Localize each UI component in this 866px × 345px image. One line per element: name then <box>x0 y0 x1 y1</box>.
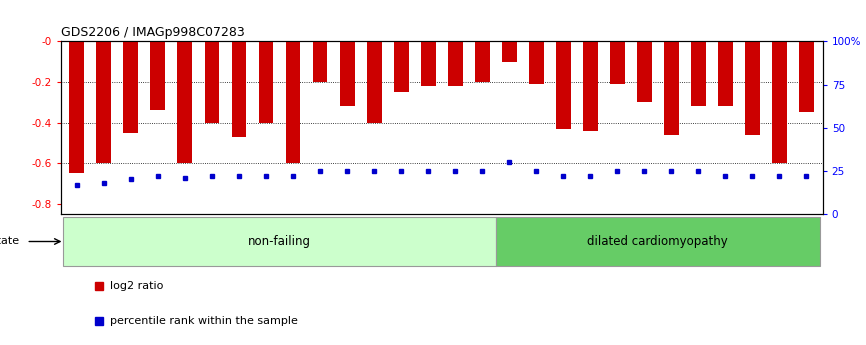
Bar <box>231 41 247 137</box>
Bar <box>718 41 733 106</box>
Bar <box>799 41 814 112</box>
Bar <box>259 41 274 122</box>
Text: GDS2206 / IMAGp998C07283: GDS2206 / IMAGp998C07283 <box>61 26 244 39</box>
Text: dilated cardiomyopathy: dilated cardiomyopathy <box>587 235 728 248</box>
Text: non-failing: non-failing <box>248 235 311 248</box>
Bar <box>366 41 382 122</box>
Bar <box>421 41 436 86</box>
Bar <box>745 41 759 135</box>
Bar <box>691 41 706 106</box>
Bar <box>63 217 495 266</box>
Bar <box>583 41 598 131</box>
Bar <box>286 41 301 163</box>
Bar <box>610 41 624 84</box>
Bar <box>501 41 517 62</box>
Bar <box>124 41 139 133</box>
Bar <box>313 41 327 82</box>
Text: disease state: disease state <box>0 237 19 246</box>
Bar <box>151 41 165 110</box>
Text: log2 ratio: log2 ratio <box>110 282 164 291</box>
Bar <box>529 41 544 84</box>
Bar <box>637 41 652 102</box>
Bar <box>556 41 571 129</box>
Bar <box>96 41 112 163</box>
Bar <box>448 41 462 86</box>
Bar <box>772 41 787 163</box>
Bar <box>394 41 409 92</box>
Bar <box>69 41 84 173</box>
Bar <box>664 41 679 135</box>
Bar <box>178 41 192 163</box>
Bar <box>339 41 354 106</box>
Text: percentile rank within the sample: percentile rank within the sample <box>110 316 298 326</box>
Bar <box>495 217 820 266</box>
Bar <box>204 41 219 122</box>
Bar <box>475 41 489 82</box>
